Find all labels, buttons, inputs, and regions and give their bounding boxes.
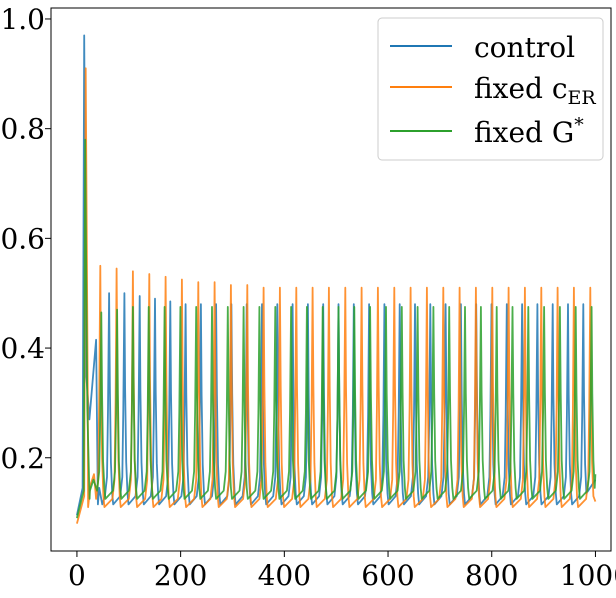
legend-label-subscript: ER — [568, 87, 597, 109]
y-tick-label: 0.2 — [0, 442, 45, 475]
legend-items: control fixed cER fixed G* — [390, 31, 596, 149]
series-line-2 — [76, 138, 597, 519]
y-tick-label: 0.4 — [0, 332, 45, 365]
legend: control fixed cER fixed G* — [377, 17, 604, 161]
x-tick-label: 400 — [258, 559, 311, 592]
series-layer — [76, 34, 597, 524]
series-line-0 — [76, 34, 597, 516]
legend-label-superscript: * — [574, 114, 584, 136]
legend-label-1: fixed cER — [474, 72, 596, 109]
legend-label-2: fixed G* — [474, 114, 584, 149]
legend-label-text: fixed c — [474, 72, 568, 105]
x-tick-label: 600 — [361, 559, 414, 592]
y-axis-ticks: 0.2 0.4 0.6 0.8 1.0 — [0, 3, 51, 475]
y-tick-label: 0.8 — [0, 113, 45, 146]
plot-frame — [50, 7, 612, 552]
legend-label-text: fixed G — [474, 116, 574, 149]
series-line-1 — [76, 67, 597, 524]
x-tick-label: 800 — [465, 559, 518, 592]
legend-label-text: control — [474, 31, 575, 64]
x-tick-label: 200 — [154, 559, 207, 592]
legend-box — [377, 17, 604, 161]
y-tick-label: 0.6 — [0, 222, 45, 255]
x-tick-label: 0 — [68, 559, 86, 592]
y-tick-label: 1.0 — [0, 3, 45, 36]
legend-label-0: control — [474, 31, 575, 64]
